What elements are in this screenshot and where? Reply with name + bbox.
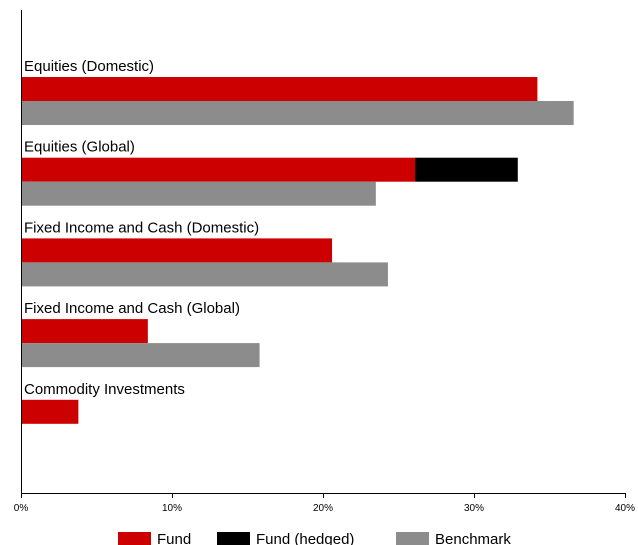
category-label-fixed-income-and-cash-global: Fixed Income and Cash (Global) — [24, 300, 240, 317]
axes: 0% 10% 20% 30% 40% — [14, 10, 635, 514]
bar-benchmark-fixed-income-and-cash-domestic — [21, 262, 388, 287]
x-tick-label: 30% — [464, 503, 484, 514]
bars-layer — [21, 77, 574, 424]
x-tick-label: 0% — [14, 503, 29, 514]
legend-label-fund-hedged: Fund (hedged) — [256, 531, 354, 545]
category-labels: Equities (Domestic) Equities (Global) Fixe… — [24, 58, 259, 398]
x-tick-label: 10% — [162, 503, 182, 514]
legend-label-benchmark: Benchmark — [435, 531, 511, 545]
bar-benchmark-equities-domestic — [21, 101, 574, 125]
bar-fund-commodity-investments — [21, 399, 79, 424]
bar-fund-hedged-equities-global — [415, 157, 518, 182]
category-label-commodity-investments: Commodity Investments — [24, 381, 185, 398]
legend: Fund Fund (hedged) Benchmark — [118, 531, 511, 545]
legend-swatch-benchmark — [396, 532, 429, 545]
bar-fund-fixed-income-and-cash-domestic — [21, 238, 333, 263]
x-tick-label: 20% — [313, 503, 333, 514]
legend-label-fund: Fund — [157, 531, 191, 545]
bar-fund-equities-domestic — [21, 77, 538, 101]
category-label-fixed-income-and-cash-domestic: Fixed Income and Cash (Domestic) — [24, 219, 259, 236]
category-label-equities-global: Equities (Global) — [24, 139, 135, 156]
category-label-equities-domestic: Equities (Domestic) — [24, 58, 154, 75]
bar-benchmark-fixed-income-and-cash-global — [21, 343, 260, 368]
bar-fund-fixed-income-and-cash-global — [21, 319, 148, 344]
legend-swatch-fund-hedged — [217, 532, 250, 545]
x-tick-label: 40% — [615, 503, 635, 514]
bar-fund-equities-global — [21, 157, 416, 182]
legend-swatch-fund — [118, 532, 151, 545]
bar-benchmark-equities-global — [21, 181, 376, 206]
